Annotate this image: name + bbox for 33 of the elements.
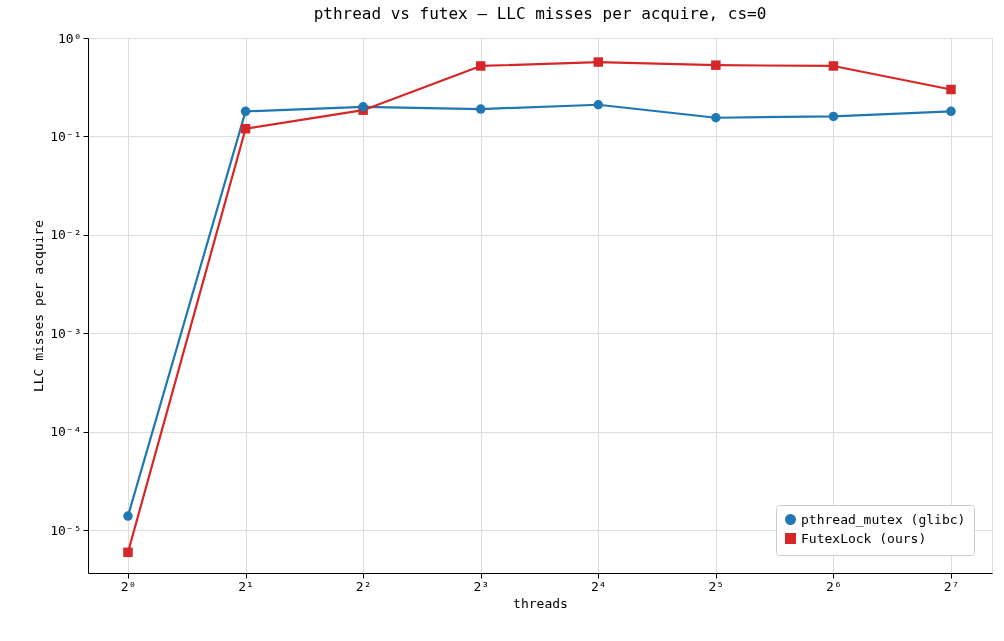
point — [123, 511, 133, 521]
x-tick-label: 2⁰ — [120, 578, 137, 594]
point — [828, 111, 839, 122]
y-tick-label: 10⁻² — [50, 227, 82, 243]
point — [593, 100, 604, 110]
x-tick-label: 2⁵ — [708, 578, 725, 594]
y-tick-label: 10⁻³ — [50, 325, 82, 341]
legend-label: pthread_mutex (glibc) — [801, 511, 966, 527]
point — [828, 61, 839, 71]
point — [475, 61, 486, 71]
point — [711, 60, 721, 70]
y-tick-label: 10⁻⁵ — [50, 522, 82, 538]
y-tick-label: 10⁰ — [58, 30, 82, 46]
x-tick-label: 2³ — [473, 578, 490, 594]
x-axis-title: threads — [513, 595, 568, 611]
point — [240, 123, 251, 134]
x-tick-label: 2¹ — [238, 578, 254, 594]
x-tick-label: 2⁶ — [826, 578, 842, 594]
point — [475, 104, 486, 114]
x-tick-label: 2² — [355, 578, 372, 594]
x-tick-label: 2⁴ — [590, 578, 607, 594]
point — [240, 106, 251, 117]
y-tick-label: 10⁻¹ — [50, 128, 82, 144]
y-axis-title: LLC misses per acquire — [31, 219, 47, 393]
x-tick-label: 2⁷ — [943, 578, 960, 594]
point — [711, 113, 721, 123]
point — [946, 106, 956, 117]
chart-title: pthread vs futex — LLC misses per acquire, cs=0 — [313, 4, 767, 23]
legend-label: FutexLock (ours) — [801, 530, 927, 546]
point — [593, 57, 604, 67]
point — [123, 547, 133, 558]
point — [946, 84, 956, 95]
y-tick-label: 10⁻⁴ — [50, 424, 82, 440]
